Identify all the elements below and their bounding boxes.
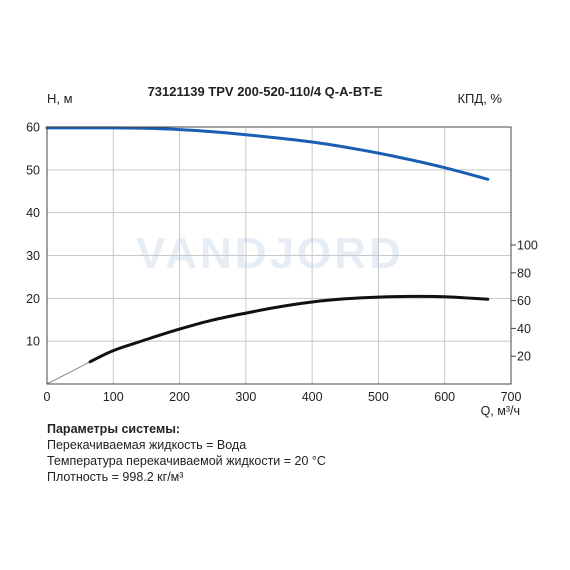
y-right-tick-label: 100 <box>517 239 538 253</box>
y-left-tick-label: 20 <box>26 292 40 306</box>
plot-frame <box>46 126 512 385</box>
x-tick-label: 400 <box>302 390 323 404</box>
y-left-tick-label: 10 <box>26 335 40 349</box>
param-temperature: Температура перекачиваемой жидкости = 20… <box>47 454 326 468</box>
efficiency-extrapolation-line <box>46 361 91 385</box>
param-density: Плотность = 998.2 кг/м³ <box>47 470 184 484</box>
head-curve <box>45 126 490 181</box>
y-left-tick-label: 30 <box>26 249 40 263</box>
y-right-tick-label: 40 <box>517 322 531 336</box>
x-axis-label: Q, м³/ч <box>481 404 520 418</box>
y-axis-right-label: КПД, % <box>457 91 502 106</box>
system-parameters: Параметры системы: Перекачиваемая жидкос… <box>47 421 326 485</box>
param-liquid: Перекачиваемая жидкость = Вода <box>47 438 247 452</box>
system-parameters-title: Параметры системы: <box>47 422 181 436</box>
x-tick-label: 100 <box>103 390 124 404</box>
x-tick-label: 500 <box>368 390 389 404</box>
chart-title: 73121139 TPV 200-520-110/4 Q-A-BT-E <box>148 84 383 99</box>
efficiency-curve <box>88 294 490 364</box>
y-right-tick-label: 80 <box>517 266 531 280</box>
y-right-tick-label: 20 <box>517 350 531 364</box>
x-tick-label: 300 <box>235 390 256 404</box>
y-left-tick-label: 40 <box>26 206 40 220</box>
y-left-tick-label: 60 <box>26 121 40 135</box>
y-axis-left-label: H, м <box>47 91 73 106</box>
y-right-tick-label: 60 <box>517 294 531 308</box>
x-tick-label: 600 <box>434 390 455 404</box>
x-tick-label: 0 <box>44 390 51 404</box>
axes: 0 100 200 300 400 500 600 700 10 20 30 40 50 60 20 40 60… <box>26 121 538 405</box>
y-left-tick-label: 50 <box>26 163 40 177</box>
curves <box>45 126 490 385</box>
x-tick-label: 700 <box>501 390 522 404</box>
grid <box>47 127 511 384</box>
x-tick-label: 200 <box>169 390 190 404</box>
vandjord-watermark: VANDJORD <box>136 229 404 278</box>
